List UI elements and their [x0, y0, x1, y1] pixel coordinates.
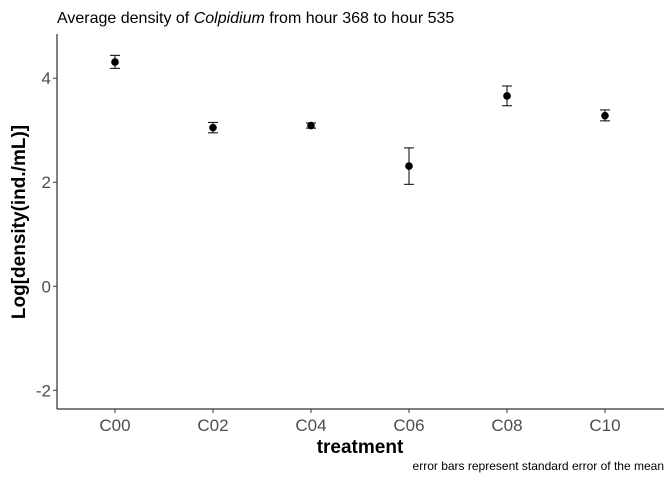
x-tick-label: C02 [197, 416, 228, 435]
data-points [111, 58, 609, 170]
y-tick-label: -2 [36, 381, 51, 400]
x-tick-label: C00 [99, 416, 130, 435]
chart-title: Average density of Colpidium from hour 3… [57, 10, 454, 27]
chart-title-suffix: from hour 368 to hour 535 [265, 10, 455, 27]
y-axis-title: Log[density(ind./mL)] [9, 125, 30, 319]
x-axis: C00 C02 C04 C06 C08 C10 [57, 408, 664, 435]
y-tick-label: 4 [42, 69, 51, 88]
chart-title-species: Colpidium [194, 10, 265, 27]
x-axis-title: treatment [317, 437, 404, 458]
chart-title-prefix: Average density of [57, 10, 194, 27]
x-tick-label: C10 [589, 416, 620, 435]
x-tick-label: C08 [491, 416, 522, 435]
chart-caption: error bars represent standard error of t… [413, 459, 664, 473]
y-tick-label: 2 [42, 173, 51, 192]
data-point [601, 111, 609, 120]
data-point [307, 121, 315, 130]
data-point [111, 58, 119, 66]
y-axis: -2 0 2 4 [36, 34, 58, 409]
x-tick-label: C06 [393, 416, 424, 435]
data-point [503, 92, 511, 100]
data-point [405, 162, 413, 170]
y-tick-label: 0 [42, 277, 51, 296]
error-bars [110, 54, 610, 185]
x-tick-label: C04 [295, 416, 326, 435]
data-point [209, 123, 217, 132]
